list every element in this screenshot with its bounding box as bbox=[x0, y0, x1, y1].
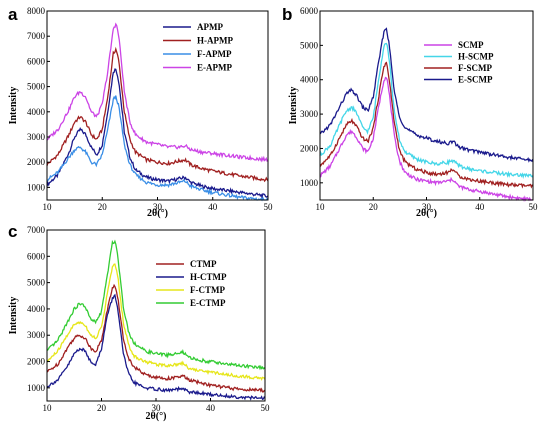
x-tick-label: 40 bbox=[475, 202, 485, 212]
y-axis-label: Intensity bbox=[288, 87, 299, 125]
x-tick-label: 20 bbox=[98, 202, 108, 212]
series-line-f-ctmp bbox=[46, 263, 266, 381]
x-tick-label: 20 bbox=[369, 202, 379, 212]
series-line-e-scmp bbox=[319, 27, 534, 163]
y-tick-label: 3000 bbox=[27, 132, 46, 142]
chart-panel-a: 10 20 30 40 50 1000 2000 3000 4000 5000 6000 7000 80… bbox=[8, 5, 273, 219]
y-tick-label: 2000 bbox=[27, 157, 46, 167]
x-tick-label: 50 bbox=[529, 202, 539, 212]
x-tick-label: 40 bbox=[206, 403, 216, 413]
y-tick-label: 1000 bbox=[300, 178, 319, 188]
legend: APMP H-APMP F-APMP E-APMP bbox=[163, 22, 233, 73]
y-tick-label: 4000 bbox=[300, 75, 319, 85]
series-line-e-apmp bbox=[46, 22, 269, 163]
legend-label: F-CTMP bbox=[190, 285, 225, 295]
x-axis-label: 2θ(°) bbox=[416, 208, 437, 219]
y-tick-label: 7000 bbox=[27, 225, 46, 235]
legend-label: E-APMP bbox=[197, 63, 232, 73]
y-tick-label: 4000 bbox=[27, 107, 46, 117]
y-axis-label: Intensity bbox=[8, 297, 19, 335]
y-tick-label: 2000 bbox=[27, 357, 46, 367]
legend-label: E-SCMP bbox=[458, 75, 493, 85]
x-axis-label: 2θ(°) bbox=[146, 411, 167, 422]
series-line-f-scmp bbox=[319, 61, 534, 189]
series-line-f-apmp bbox=[46, 95, 269, 202]
y-axis-label: Intensity bbox=[8, 87, 19, 125]
y-tick-label: 5000 bbox=[27, 82, 46, 92]
x-tick-label: 10 bbox=[316, 202, 326, 212]
y-tick-label: 2000 bbox=[300, 143, 319, 153]
y-tick-label: 8000 bbox=[27, 6, 46, 16]
panel-letter: b bbox=[282, 5, 292, 24]
chart-panel-c: 10 20 30 40 50 1000 2000 3000 4000 5000 6000 7000 2θ… bbox=[8, 222, 270, 422]
x-tick-label: 30 bbox=[152, 403, 162, 413]
plot-frame bbox=[46, 10, 269, 201]
legend-label: SCMP bbox=[458, 40, 484, 50]
x-tick-label: 30 bbox=[422, 202, 432, 212]
legend: CTMP H-CTMP F-CTMP E-CTMP bbox=[156, 259, 227, 308]
y-tick-label: 7000 bbox=[27, 31, 46, 41]
y-tick-label: 1000 bbox=[27, 383, 46, 393]
series-line-e-ctmp bbox=[46, 239, 266, 371]
series-line-h-ctmp bbox=[46, 293, 266, 401]
y-tick-label: 4000 bbox=[27, 304, 46, 314]
series-line-scmp bbox=[319, 76, 533, 202]
x-tick-label: 30 bbox=[153, 202, 163, 212]
panel-letter: a bbox=[8, 5, 18, 24]
legend-label: H-APMP bbox=[197, 36, 233, 46]
x-tick-label: 50 bbox=[261, 403, 271, 413]
y-tick-label: 5000 bbox=[300, 40, 319, 50]
y-tick-label: 3000 bbox=[300, 109, 319, 119]
x-tick-label: 50 bbox=[264, 202, 274, 212]
legend-label: H-CTMP bbox=[190, 272, 227, 282]
legend-label: APMP bbox=[197, 22, 223, 32]
legend-label: F-APMP bbox=[197, 49, 232, 59]
legend-label: E-CTMP bbox=[190, 298, 226, 308]
y-tick-label: 3000 bbox=[27, 330, 46, 340]
y-tick-label: 1000 bbox=[27, 182, 46, 192]
legend-label: F-SCMP bbox=[458, 63, 492, 73]
x-axis-label: 2θ(°) bbox=[147, 208, 168, 219]
x-tick-label: 20 bbox=[97, 403, 107, 413]
chart-panel-b: 10 20 30 40 50 1000 2000 3000 4000 5000 6000 2θ(°) I… bbox=[282, 5, 538, 219]
series-line-ctmp bbox=[46, 283, 266, 393]
x-tick-label: 40 bbox=[208, 202, 218, 212]
legend-label: CTMP bbox=[190, 259, 217, 269]
panel-letter: c bbox=[8, 222, 17, 241]
series-line-h-scmp bbox=[319, 42, 534, 180]
y-tick-label: 6000 bbox=[27, 56, 46, 66]
series-line-apmp bbox=[46, 68, 269, 200]
legend-label: H-SCMP bbox=[458, 52, 494, 62]
y-tick-label: 6000 bbox=[300, 6, 319, 16]
y-tick-label: 6000 bbox=[27, 251, 46, 261]
x-tick-label: 10 bbox=[43, 202, 53, 212]
y-tick-label: 5000 bbox=[27, 278, 46, 288]
x-tick-label: 10 bbox=[43, 403, 53, 413]
series-line-h-apmp bbox=[46, 46, 269, 183]
